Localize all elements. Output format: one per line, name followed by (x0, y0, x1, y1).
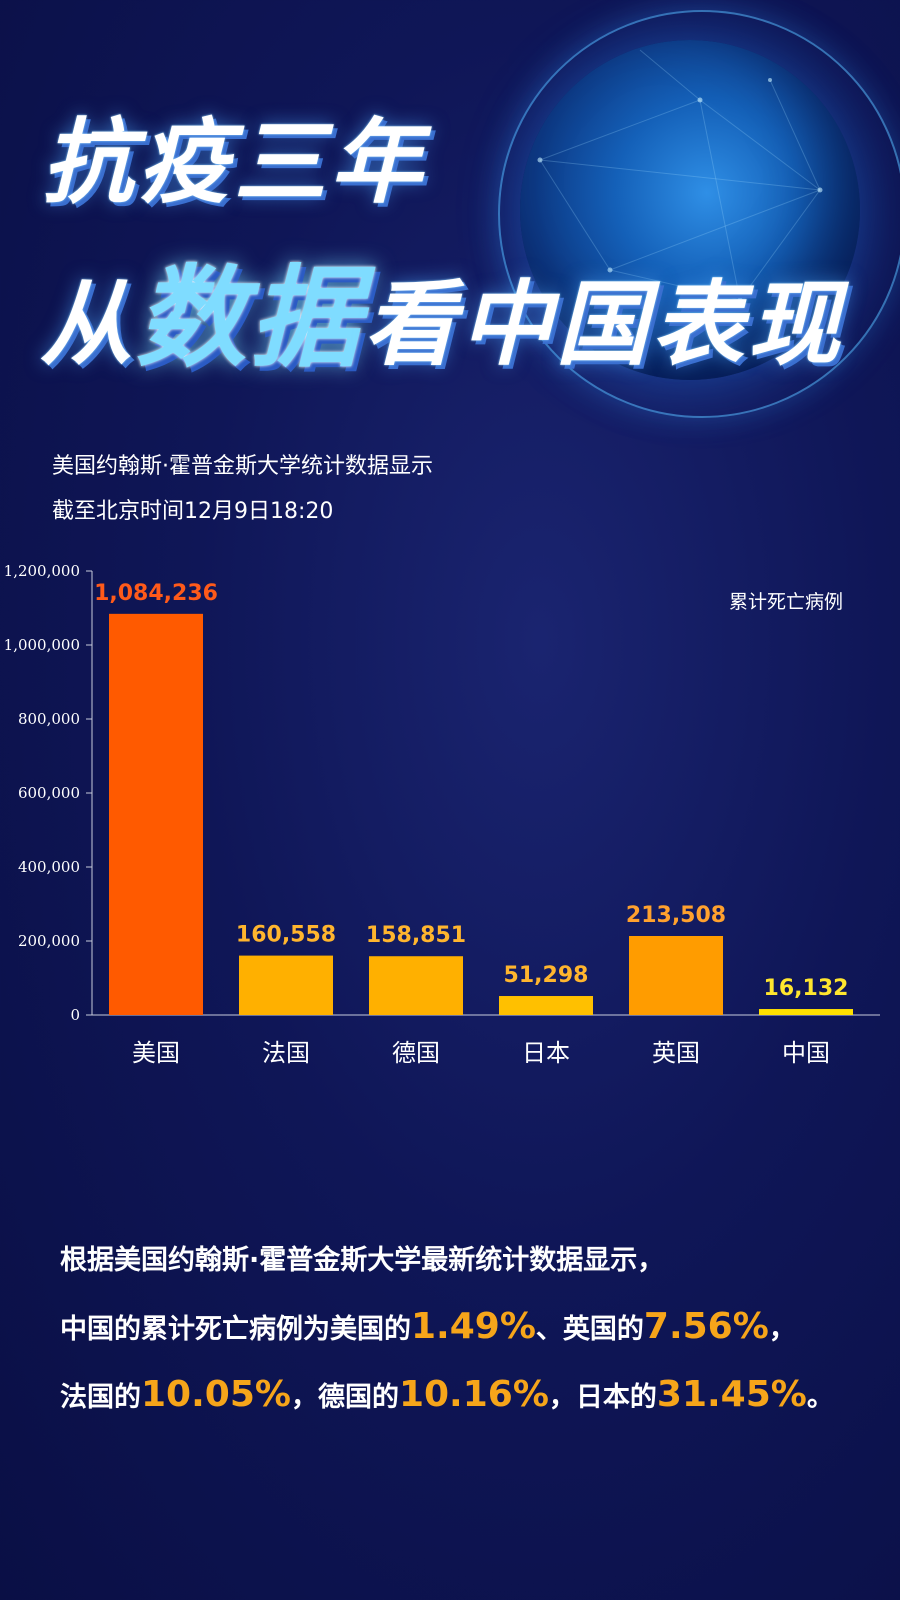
summary-value-france: 10.05% (141, 1374, 291, 1415)
y-tick-label: 800,000 (18, 710, 80, 728)
title-part-data: 数据 (136, 254, 365, 382)
y-tick-label: 1,200,000 (4, 562, 80, 580)
legend-label: 累计死亡病例 (729, 591, 843, 613)
y-tick-label: 400,000 (18, 858, 80, 876)
bar-value-label: 158,851 (366, 923, 466, 948)
bar-chart: 0 200,000 400,000 600,000 800,000 1,000,000 1,… (4, 562, 880, 1067)
summary-line2-text-b: 、英国的 (535, 1314, 644, 1345)
y-tick-label: 1,000,000 (4, 636, 80, 654)
page-title-line1: 抗疫三年 (42, 109, 427, 216)
x-tick-label: 德国 (392, 1039, 440, 1067)
bar (109, 613, 203, 1015)
summary-line3-text-a: 法国的 (60, 1382, 141, 1413)
x-tick-label: 英国 (652, 1039, 700, 1067)
bar (239, 955, 333, 1015)
bar-value-label: 213,508 (626, 903, 726, 928)
bar-value-label: 1,084,236 (94, 581, 218, 606)
x-tick-label: 中国 (782, 1039, 830, 1067)
bar (629, 936, 723, 1015)
bar (759, 1009, 853, 1015)
data-time-text: 截至北京时间12月9日18:20 (52, 499, 334, 524)
y-tick-label: 600,000 (18, 784, 80, 802)
x-tick-label: 日本 (522, 1039, 570, 1067)
title-part-from: 从 (40, 271, 137, 378)
bar (369, 956, 463, 1015)
page-title-line2: 从数据看中国表现 (40, 228, 844, 388)
bar-value-label: 51,298 (504, 963, 589, 988)
summary-line3-text-c: ，日本的 (548, 1382, 657, 1413)
x-tick-label: 法国 (262, 1039, 310, 1067)
summary-line3: 法国的10.05%，德国的10.16%，日本的31.45%。 (60, 1374, 834, 1415)
globe-ring-decoration (498, 10, 900, 418)
y-tick-label: 200,000 (18, 932, 80, 950)
summary-line2-text-a: 中国的累计死亡病例为美国的 (60, 1314, 411, 1345)
summary-line3-text-b: ，德国的 (290, 1382, 399, 1413)
bar (499, 996, 593, 1015)
summary-line1: 根据美国约翰斯·霍普金斯大学最新统计数据显示， (60, 1238, 664, 1277)
summary-value-usa: 1.49% (411, 1306, 536, 1347)
summary-value-uk: 7.56% (643, 1306, 769, 1347)
summary-line1-text: 根据美国约翰斯·霍普金斯大学最新统计数据显示， (60, 1245, 665, 1276)
globe-decoration (520, 40, 860, 380)
bar-value-label: 160,558 (236, 923, 336, 948)
y-tick-label: 0 (70, 1006, 80, 1024)
x-tick-label: 美国 (132, 1039, 180, 1067)
summary-line2-text-c: ， (768, 1314, 796, 1345)
summary-value-germany: 10.16% (398, 1374, 549, 1415)
summary-line3-text-d: 。 (806, 1382, 834, 1413)
data-source-text: 美国约翰斯·霍普金斯大学统计数据显示 (52, 454, 433, 479)
summary-line2: 中国的累计死亡病例为美国的1.49%、英国的7.56%， (60, 1306, 796, 1347)
summary-value-japan: 31.45% (656, 1374, 807, 1415)
title-part-rest: 看中国表现 (364, 271, 845, 378)
bar-value-label: 16,132 (764, 976, 849, 1001)
